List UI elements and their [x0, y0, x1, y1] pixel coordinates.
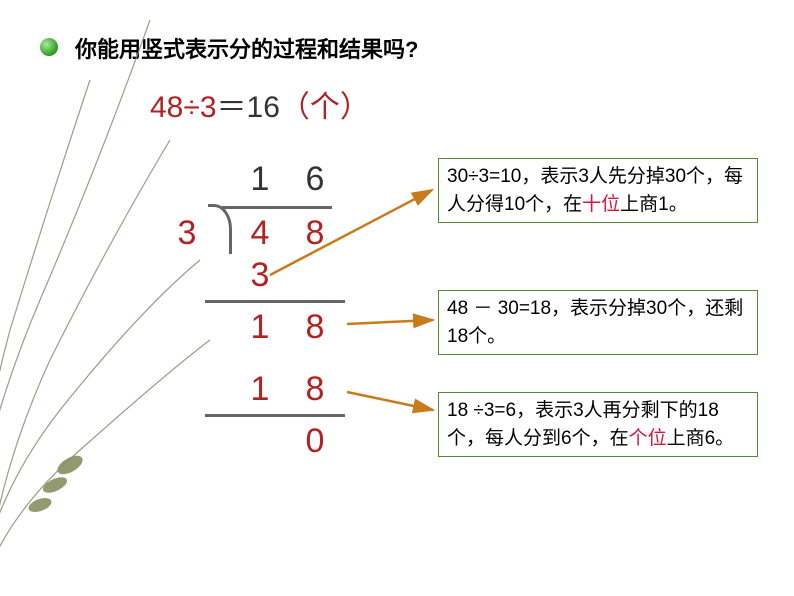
ann3-hl: 个位	[629, 428, 667, 449]
question-title: 你能用竖式表示分的过程和结果吗?	[75, 32, 754, 64]
sub1: 3	[240, 256, 280, 295]
sub2-tens: 1	[240, 370, 280, 409]
long-division: 1 6 3 4 8 3 1 8 1 8 0	[175, 160, 375, 540]
annotation-2: 48 － 30=18，表示分掉30个，还剩18个。	[438, 290, 758, 355]
final-zero: 0	[295, 422, 335, 461]
eq-result: 16	[247, 91, 280, 124]
dividend-tens: 4	[240, 214, 280, 253]
quotient-tens: 1	[240, 160, 280, 199]
divisor: 3	[167, 214, 207, 253]
ann1-post: 上商1。	[620, 194, 688, 215]
annotation-3: 18 ÷3=6，表示3人再分剩下的18个，每人分到6个，在个位上商6。	[438, 392, 758, 457]
ann1-hl: 十位	[582, 194, 620, 215]
ann3-post: 上商6。	[667, 428, 735, 449]
dividend-ones: 8	[295, 214, 335, 253]
rem1-tens: 1	[240, 308, 280, 347]
sub2-ones: 8	[295, 370, 335, 409]
line-2	[205, 414, 345, 417]
eq-lhs: 48÷3	[150, 91, 217, 124]
quotient-ones: 6	[295, 160, 335, 199]
bullet-icon	[40, 38, 58, 56]
equation: 48÷3＝16（个）	[150, 82, 754, 126]
rem1-ones: 8	[295, 308, 335, 347]
eq-sign: ＝	[217, 91, 247, 124]
eq-suffix: （个）	[280, 91, 370, 124]
ann2-pre: 48 － 30=18，表示分掉30个，还剩18个。	[447, 298, 743, 347]
line-1	[205, 300, 345, 303]
annotation-1: 30÷3=10，表示3人先分掉30个，每人分得10个，在十位上商1。	[438, 158, 758, 223]
slide: 你能用竖式表示分的过程和结果吗? 48÷3＝16（个） 1 6 3 4 8 3 …	[0, 0, 794, 596]
